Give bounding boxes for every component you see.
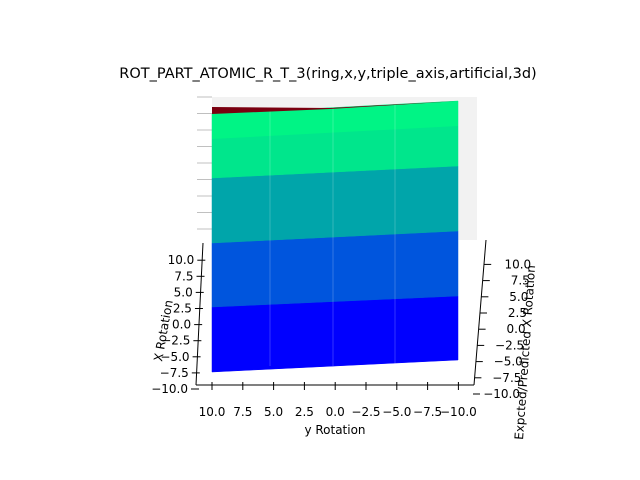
- z-tick-label: −2.5: [495, 338, 524, 352]
- y-axis-label: y Rotation: [304, 423, 365, 437]
- z-tick-label: 0.0: [507, 322, 526, 336]
- y-tick-label: 10.0: [199, 405, 226, 419]
- back-pane-gridlines: [197, 96, 212, 230]
- surface-band: [211, 165, 459, 244]
- x-tick-label: −5.0: [160, 350, 189, 364]
- x-tick-label: −7.5: [160, 366, 189, 380]
- y-tick-label: −10.0: [440, 405, 477, 419]
- z-tick-label: 7.5: [511, 274, 530, 288]
- z-tick-label: −5.0: [494, 355, 523, 369]
- y-tick-label: 2.5: [295, 405, 314, 419]
- y-tick-label: −5.0: [382, 405, 411, 419]
- x-tick-label: 0.0: [172, 318, 191, 332]
- z-tick-label: 2.5: [508, 306, 527, 320]
- y-tick-label: 7.5: [233, 405, 252, 419]
- z-tick-label: 10.0: [504, 257, 531, 271]
- surface-top-edge: [212, 101, 458, 114]
- z-tick-label: 5.0: [509, 290, 528, 304]
- chart-title: ROT_PART_ATOMIC_R_T_3(ring,x,y,triple_ax…: [119, 66, 536, 82]
- surface-band: [211, 295, 459, 373]
- y-tick-label: 5.0: [264, 405, 283, 419]
- surface-band: [211, 230, 459, 308]
- y-tick-label: −2.5: [351, 405, 380, 419]
- y-tick-label: −7.5: [413, 405, 442, 419]
- x-tick-label: 5.0: [174, 285, 193, 299]
- x-axis-line: [195, 242, 204, 386]
- z-tick-label: −10.0: [483, 387, 520, 401]
- y-axis-ticks: 10.0 7.5 5.0 2.5 0.0 −2.5 −5.0 −7.5−10.0: [199, 382, 477, 419]
- z-axis-ticks: −10.0 −7.5 −5.0 −2.5 0.0 2.5 5.0 7.5 10.0: [473, 257, 531, 401]
- x-axis-ticks: −10.0 −7.5 −5.0 −2.5 0.0 2.5 5.0 7.5 10.0: [151, 253, 206, 396]
- x-tick-label: 10.0: [168, 253, 195, 267]
- x-tick-label: −2.5: [161, 334, 190, 348]
- x-tick-label: 7.5: [174, 269, 193, 283]
- z-tick-label: −7.5: [492, 371, 521, 385]
- x-tick-label: 2.5: [173, 302, 192, 316]
- surface-band-top: [212, 101, 458, 139]
- x-tick-label: −10.0: [151, 382, 188, 396]
- surface: [211, 100, 459, 373]
- y-tick-label: 0.0: [326, 405, 345, 419]
